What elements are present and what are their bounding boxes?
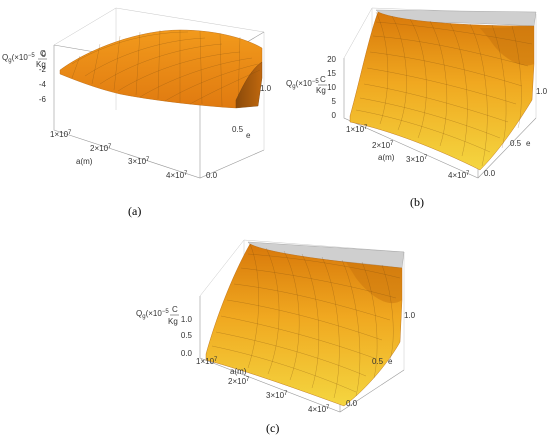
- box-front-c: [199, 296, 405, 413]
- z-label-a: Qg(×10−5 C Kg: [2, 49, 47, 69]
- surface-c-mesh: [211, 243, 401, 399]
- svg-text:Kg: Kg: [36, 60, 46, 69]
- x-label-c: a(m): [230, 367, 247, 376]
- box-back-c: [199, 239, 405, 370]
- z-label-b: Qg(×10−5 C Kg: [286, 75, 327, 95]
- y-tick-c-0: 0.0: [346, 399, 358, 408]
- z-tick-b-1: 5: [332, 97, 337, 106]
- surface-b-mesh: [355, 11, 533, 167]
- x-tick-c-3: 4×107: [308, 405, 330, 414]
- x-tick-b-3: 4×107: [448, 171, 470, 180]
- y-label-a: e: [246, 131, 251, 140]
- surface-a: [59, 29, 263, 109]
- svg-text:Kg: Kg: [316, 86, 326, 95]
- svg-text:Kg: Kg: [168, 317, 178, 326]
- svg-text:C: C: [172, 305, 178, 314]
- x-tick-c-2: 3×107: [266, 391, 288, 400]
- surface-b-dark: [480, 26, 534, 66]
- z-tick-b-0: 0: [332, 111, 337, 120]
- y-tick-a-2: 1.0: [260, 84, 272, 93]
- x-label-b: a(m): [378, 153, 395, 162]
- x-tick-c-1: 2×107: [228, 377, 250, 386]
- y-tick-b-0: 0.0: [484, 169, 496, 178]
- panel-label-b: (b): [410, 195, 424, 209]
- svg-text:Qg(×10−5: Qg(×10−5: [2, 53, 35, 64]
- z-tick-c-1: 0.5: [181, 331, 193, 340]
- y-tick-c-2: 1.0: [404, 311, 416, 320]
- y-tick-a-0: 0.0: [206, 171, 218, 180]
- panel-a: 0 -2 -4 -6 Qg(×10−5 C Kg 1×107 2×107 3×1…: [2, 7, 272, 218]
- panel-b: 20 15 10 5 0 Qg(×10−5 C Kg 1×107 2×107 3…: [286, 7, 548, 209]
- surface-c-dark: [346, 262, 402, 304]
- z-label-c: Qg(×10−5 C Kg: [136, 305, 179, 326]
- y-tick-b-2: 1.0: [536, 87, 548, 96]
- x-tick-b-0: 1×107: [346, 125, 368, 134]
- x-tick-a-1: 2×107: [90, 144, 112, 153]
- z-tick-a-0: 0: [42, 50, 47, 59]
- z-tick-a-3: -6: [39, 95, 47, 104]
- box-front-b: [343, 58, 537, 179]
- z-tick-a-2: -4: [39, 80, 47, 89]
- x-tick-b-1: 2×107: [372, 141, 394, 150]
- x-tick-a-0: 1×107: [50, 130, 72, 139]
- surface-a-side: [235, 61, 263, 109]
- y-label-b: e: [526, 139, 531, 148]
- panel-c: 1.0 0.5 0.0 Qg(×10−5 C Kg 1×107 2×107 3×…: [136, 239, 416, 435]
- z-tick-c-0: 0.0: [181, 349, 193, 358]
- z-tick-c-2: 1.0: [181, 315, 193, 324]
- y-tick-b-1: 0.5: [510, 139, 522, 148]
- y-tick-a-1: 0.5: [232, 125, 244, 134]
- x-label-a: a(m): [76, 157, 93, 166]
- y-tick-c-1: 0.5: [372, 357, 384, 366]
- x-tick-a-2: 3×107: [128, 157, 150, 166]
- z-tick-b-2: 10: [327, 83, 336, 92]
- svg-text:C: C: [40, 49, 46, 58]
- x-tick-a-3: 4×107: [166, 171, 188, 180]
- svg-text:C: C: [320, 75, 326, 84]
- x-tick-c-0: 1×107: [196, 357, 218, 366]
- x-tick-b-2: 3×107: [406, 155, 428, 164]
- y-label-c: e: [388, 357, 393, 366]
- svg-text:Qg(×10−5: Qg(×10−5: [136, 309, 169, 320]
- box-front-a: [53, 45, 265, 179]
- panel-label-c: (c): [266, 421, 279, 435]
- z-tick-a-1: -2: [39, 65, 47, 74]
- z-tick-b-3: 15: [327, 69, 336, 78]
- svg-text:Qg(×10−5: Qg(×10−5: [286, 79, 319, 90]
- z-tick-b-4: 20: [327, 55, 336, 64]
- panel-label-a: (a): [128, 204, 141, 218]
- box-back-a: [53, 7, 265, 150]
